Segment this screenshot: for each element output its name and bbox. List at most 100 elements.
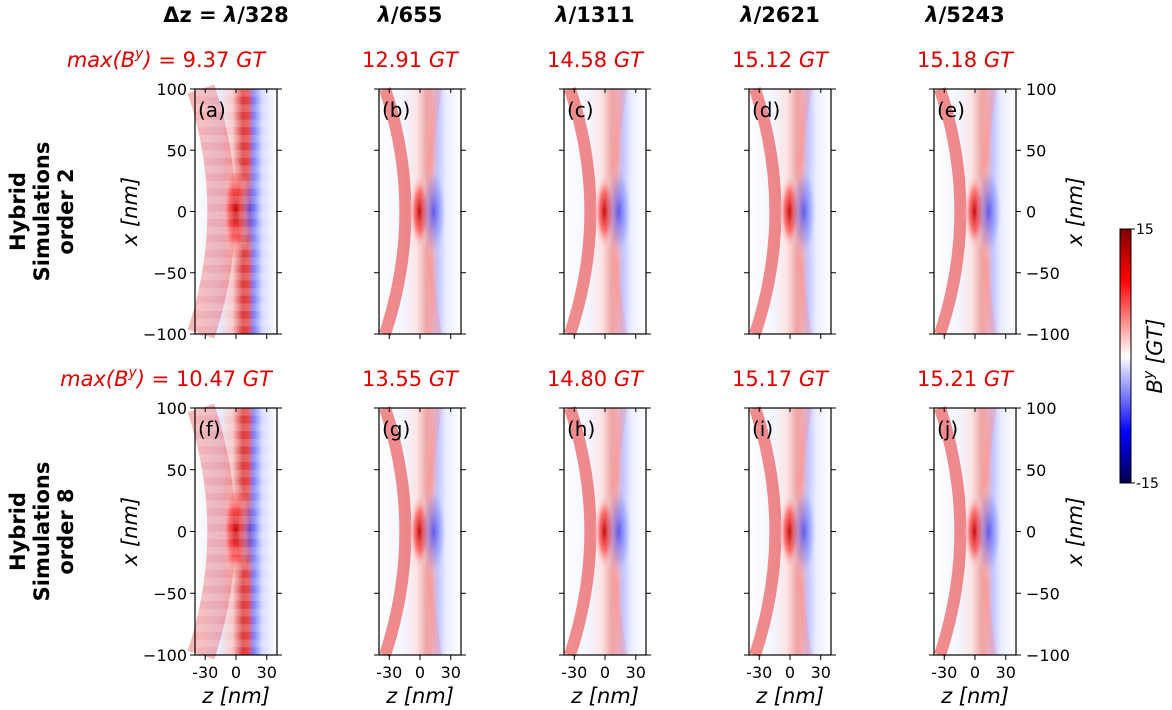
- max-value: 15.18: [917, 48, 977, 72]
- x-tick-label: 0: [970, 663, 980, 682]
- x-axis-unit: [nm]: [589, 684, 639, 708]
- x-axis-label: z [nm]: [940, 684, 1009, 708]
- y-axis-text: x [nm]: [1063, 497, 1087, 567]
- max-space: [607, 48, 614, 72]
- max-value: 14.80: [547, 367, 607, 391]
- y-tick-label-right: −100: [1026, 325, 1070, 344]
- y-axis-text: x [nm]: [118, 497, 142, 567]
- grid-band: [195, 624, 277, 632]
- colorbar-label-sup: y: [1141, 370, 1157, 380]
- grid-band: [195, 211, 277, 220]
- grid-band: [195, 303, 277, 312]
- negative-lobe: [237, 486, 262, 577]
- beam-left: [564, 406, 597, 657]
- resolution-divisor: /655: [391, 3, 443, 27]
- max-field-label: 15.17 GT: [732, 367, 830, 391]
- grid-band: [195, 593, 277, 601]
- x-tick-label: 30: [811, 663, 831, 682]
- grid-band: [195, 288, 277, 296]
- row-label-line: order 2: [54, 168, 78, 254]
- max-space: [977, 367, 984, 391]
- colorbar-label-space: [1143, 364, 1167, 371]
- grid-band: [195, 257, 277, 266]
- x-axis-space: [952, 684, 959, 708]
- max-field-label: 13.55 GT: [362, 367, 460, 391]
- resolution-lambda: λ: [223, 3, 237, 27]
- x-tick-label: 30: [257, 663, 277, 682]
- y-axis-label: x [nm]: [118, 177, 142, 247]
- x-axis-unit: [nm]: [959, 684, 1009, 708]
- y-axis-text: x [nm]: [1063, 177, 1087, 247]
- x-tick-label: -30: [746, 663, 772, 682]
- y-tick-label: −100: [143, 646, 187, 665]
- max-value: 15.17: [732, 367, 792, 391]
- column-title: λ/5243: [924, 3, 1004, 27]
- max-unit: GT: [799, 367, 830, 391]
- panel-label: (g): [382, 417, 410, 441]
- x-tick-label: -30: [931, 663, 957, 682]
- resolution-divisor: /2621: [754, 3, 820, 27]
- max-value: 12.91: [362, 48, 422, 72]
- x-axis-var: z: [385, 684, 398, 708]
- max-unit: GT: [236, 48, 267, 72]
- max-sup: y: [134, 46, 144, 62]
- y-axis-space: [118, 547, 142, 554]
- grid-band: [195, 639, 277, 648]
- x-axis-label: z [nm]: [755, 684, 824, 708]
- grid-band: [195, 318, 277, 327]
- negative-lobe: [974, 481, 1003, 582]
- max-space: [792, 367, 799, 391]
- beam-left: [379, 406, 412, 657]
- row-label-line: order 8: [54, 488, 78, 574]
- max-field-label: max(By) = 10.47 GT: [60, 365, 274, 391]
- grid-band: [195, 134, 277, 143]
- grid-band: [195, 196, 277, 204]
- y-tick-label: −50: [153, 584, 187, 603]
- y-tick-label-right: 100: [1026, 80, 1057, 99]
- resolution-prefix: Δz =: [163, 3, 224, 27]
- panel-label: (e): [937, 98, 965, 122]
- panel-label: (f): [198, 417, 221, 441]
- row-label-line: Simulations: [30, 462, 54, 602]
- max-field-label: 12.91 GT: [362, 48, 460, 72]
- panel-label: (j): [937, 417, 958, 441]
- max-field-label: 14.58 GT: [547, 48, 645, 72]
- x-tick-label: 0: [415, 663, 425, 682]
- beam-left: [749, 406, 782, 657]
- y-tick-label: 100: [156, 80, 187, 99]
- x-tick-label: 0: [231, 663, 241, 682]
- y-axis-label-right: x [nm]: [1063, 177, 1087, 247]
- colorbar-label-text: By [GT]: [1141, 319, 1167, 394]
- colorbar-tick-label: 15: [1136, 222, 1154, 238]
- y-tick-label: 50: [167, 461, 187, 480]
- negative-lobe: [419, 481, 448, 582]
- max-value: 14.58: [547, 48, 607, 72]
- y-tick-label-right: 100: [1026, 399, 1057, 418]
- y-axis-label: x [nm]: [118, 497, 142, 567]
- resolution-lambda: λ: [554, 3, 568, 27]
- row-label: Hybrid Simulations order 8: [6, 462, 78, 602]
- x-axis-label: z [nm]: [201, 684, 270, 708]
- panel-label: (i): [752, 417, 773, 441]
- max-space: [607, 367, 614, 391]
- max-prefix: max(B: [60, 367, 128, 391]
- y-axis-space: [1063, 547, 1087, 554]
- grid-band: [195, 119, 277, 128]
- x-axis-unit: [nm]: [404, 684, 454, 708]
- max-space: [422, 367, 429, 391]
- max-suffix: ) =: [135, 367, 176, 391]
- y-axis-unit: [nm]: [1063, 497, 1087, 547]
- y-axis-var: x: [118, 553, 142, 567]
- max-unit: GT: [984, 367, 1015, 391]
- max-space: [422, 48, 429, 72]
- grid-band: [195, 469, 277, 478]
- max-space: [236, 367, 243, 391]
- x-axis-var: z: [940, 684, 953, 708]
- resolution-divisor: /5243: [939, 3, 1005, 27]
- x-tick-label: 30: [441, 663, 461, 682]
- negative-lobe: [237, 166, 262, 257]
- grid-band: [195, 608, 277, 617]
- x-axis-unit: [nm]: [220, 684, 270, 708]
- beam-left: [187, 84, 236, 339]
